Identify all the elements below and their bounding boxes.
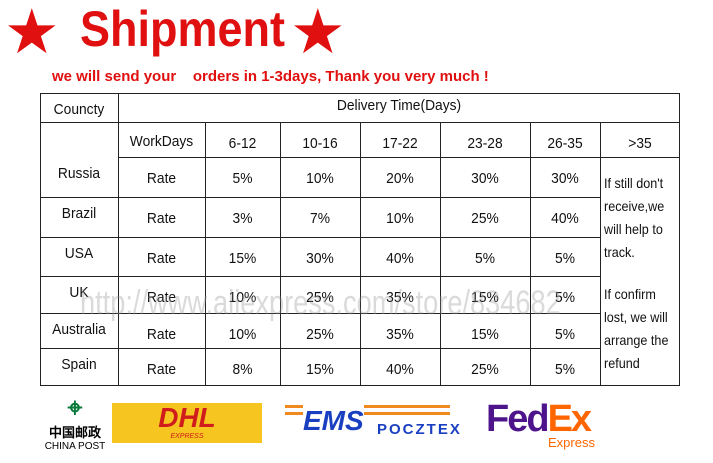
star-icon: ★: [290, 0, 346, 67]
country-cell: Brazil: [61, 205, 97, 222]
subtitle: we will send your orders in 1-3days, Tha…: [52, 68, 489, 85]
rate-value: 15%: [471, 326, 499, 343]
rate-label: Rate: [146, 170, 177, 187]
grid-line: [40, 385, 680, 386]
range-header: 26-35: [547, 135, 583, 152]
rate-value: 30%: [471, 170, 499, 187]
rate-value: 15%: [471, 289, 499, 306]
grid-line: [205, 122, 206, 385]
rate-value: 40%: [386, 250, 414, 267]
china-post-logo: ⌖ 中国邮政 CHINA POST: [40, 392, 110, 452]
fedex-fed: Fed: [486, 398, 550, 440]
dhl-text: DHL: [158, 402, 216, 433]
fedex-sub: Express: [548, 435, 595, 450]
china-post-cn: 中国邮政: [48, 425, 101, 440]
country-cell: Russia: [57, 165, 101, 182]
country-cell: Spain: [61, 356, 97, 373]
dhl-sub: EXPRESS: [170, 433, 204, 440]
rate-value: 30%: [306, 250, 334, 267]
rate-value: 30%: [551, 170, 579, 187]
country-header: Councty: [53, 101, 105, 118]
rate-value: 5%: [475, 250, 495, 267]
grid-line: [360, 122, 361, 385]
rate-label: Rate: [146, 361, 177, 378]
range-header: 10-16: [302, 135, 338, 152]
country-cell: USA: [64, 245, 94, 262]
rate-value: 25%: [306, 289, 334, 306]
china-post-text: CHINA POST: [44, 441, 106, 452]
page-title: Shipment: [80, 1, 286, 57]
grid-line: [280, 122, 281, 385]
rate-value: 25%: [306, 326, 334, 343]
rate-value: 5%: [555, 361, 575, 378]
rate-value: 8%: [232, 361, 253, 378]
rate-value: 10%: [386, 210, 414, 227]
range-header: 6-12: [228, 135, 257, 152]
ems-text: EMS: [303, 405, 364, 437]
rate-value: 10%: [228, 326, 257, 343]
grid-line: [40, 348, 600, 349]
delivery-time-header: Delivery Time(Days): [336, 97, 462, 114]
note-not-received: If still don't receive,we will help to t…: [604, 175, 665, 260]
rate-value: 5%: [555, 250, 575, 267]
grid-line: [600, 122, 601, 385]
rate-label: Rate: [146, 250, 177, 267]
china-post-icon: ⌖: [67, 392, 83, 422]
rate-value: 10%: [306, 170, 334, 187]
rate-value: 5%: [555, 326, 575, 343]
note-refund: If confirm lost, we will arrange the ref…: [604, 286, 669, 371]
rate-value: 5%: [232, 170, 253, 187]
rate-label: Rate: [146, 210, 177, 227]
watermark: http://www.aliexpress.com/store/834682: [80, 284, 561, 322]
grid-line: [118, 93, 119, 385]
grid-line: [40, 93, 41, 385]
grid-line: [440, 122, 441, 385]
range-header: >35: [628, 135, 652, 152]
fedex-ex: Ex: [547, 398, 593, 440]
grid-line: [40, 313, 600, 314]
dhl-logo: DHL EXPRESS: [112, 403, 262, 443]
rate-value: 5%: [555, 289, 575, 306]
range-header: 23-28: [467, 135, 503, 152]
rate-value: 10%: [228, 289, 257, 306]
grid-line: [40, 197, 600, 198]
grid-line: [530, 122, 531, 385]
delivery-table: Councty Delivery Time(Days) WorkDays 6-12 10…: [40, 93, 680, 386]
ems-sub: POCZTEX: [377, 421, 462, 438]
grid-line: [118, 157, 680, 158]
rate-value: 40%: [386, 361, 414, 378]
rate-value: 7%: [310, 210, 330, 227]
rate-label: Rate: [146, 289, 177, 306]
rate-label: Rate: [146, 326, 177, 343]
rate-value: 3%: [232, 210, 253, 227]
rate-value: 15%: [228, 250, 257, 267]
rate-value: 25%: [471, 361, 499, 378]
workdays-header: WorkDays: [129, 133, 194, 150]
grid-line: [40, 276, 600, 277]
country-cell: Australia: [52, 321, 106, 338]
ems-logo: EMS POCZTEX: [285, 403, 460, 443]
star-icon: ★: [4, 0, 60, 67]
grid-line: [40, 237, 600, 238]
grid-line: [679, 93, 680, 385]
rate-value: 35%: [386, 289, 414, 306]
fedex-logo: FedEx Express: [486, 398, 616, 450]
range-header: 17-22: [382, 135, 418, 152]
rate-value: 20%: [386, 170, 414, 187]
country-cell: UK: [69, 284, 89, 301]
rate-value: 25%: [471, 210, 499, 227]
rate-value: 35%: [386, 326, 414, 343]
rate-value: 40%: [551, 210, 579, 227]
rate-value: 15%: [306, 361, 334, 378]
grid-line: [40, 93, 680, 94]
